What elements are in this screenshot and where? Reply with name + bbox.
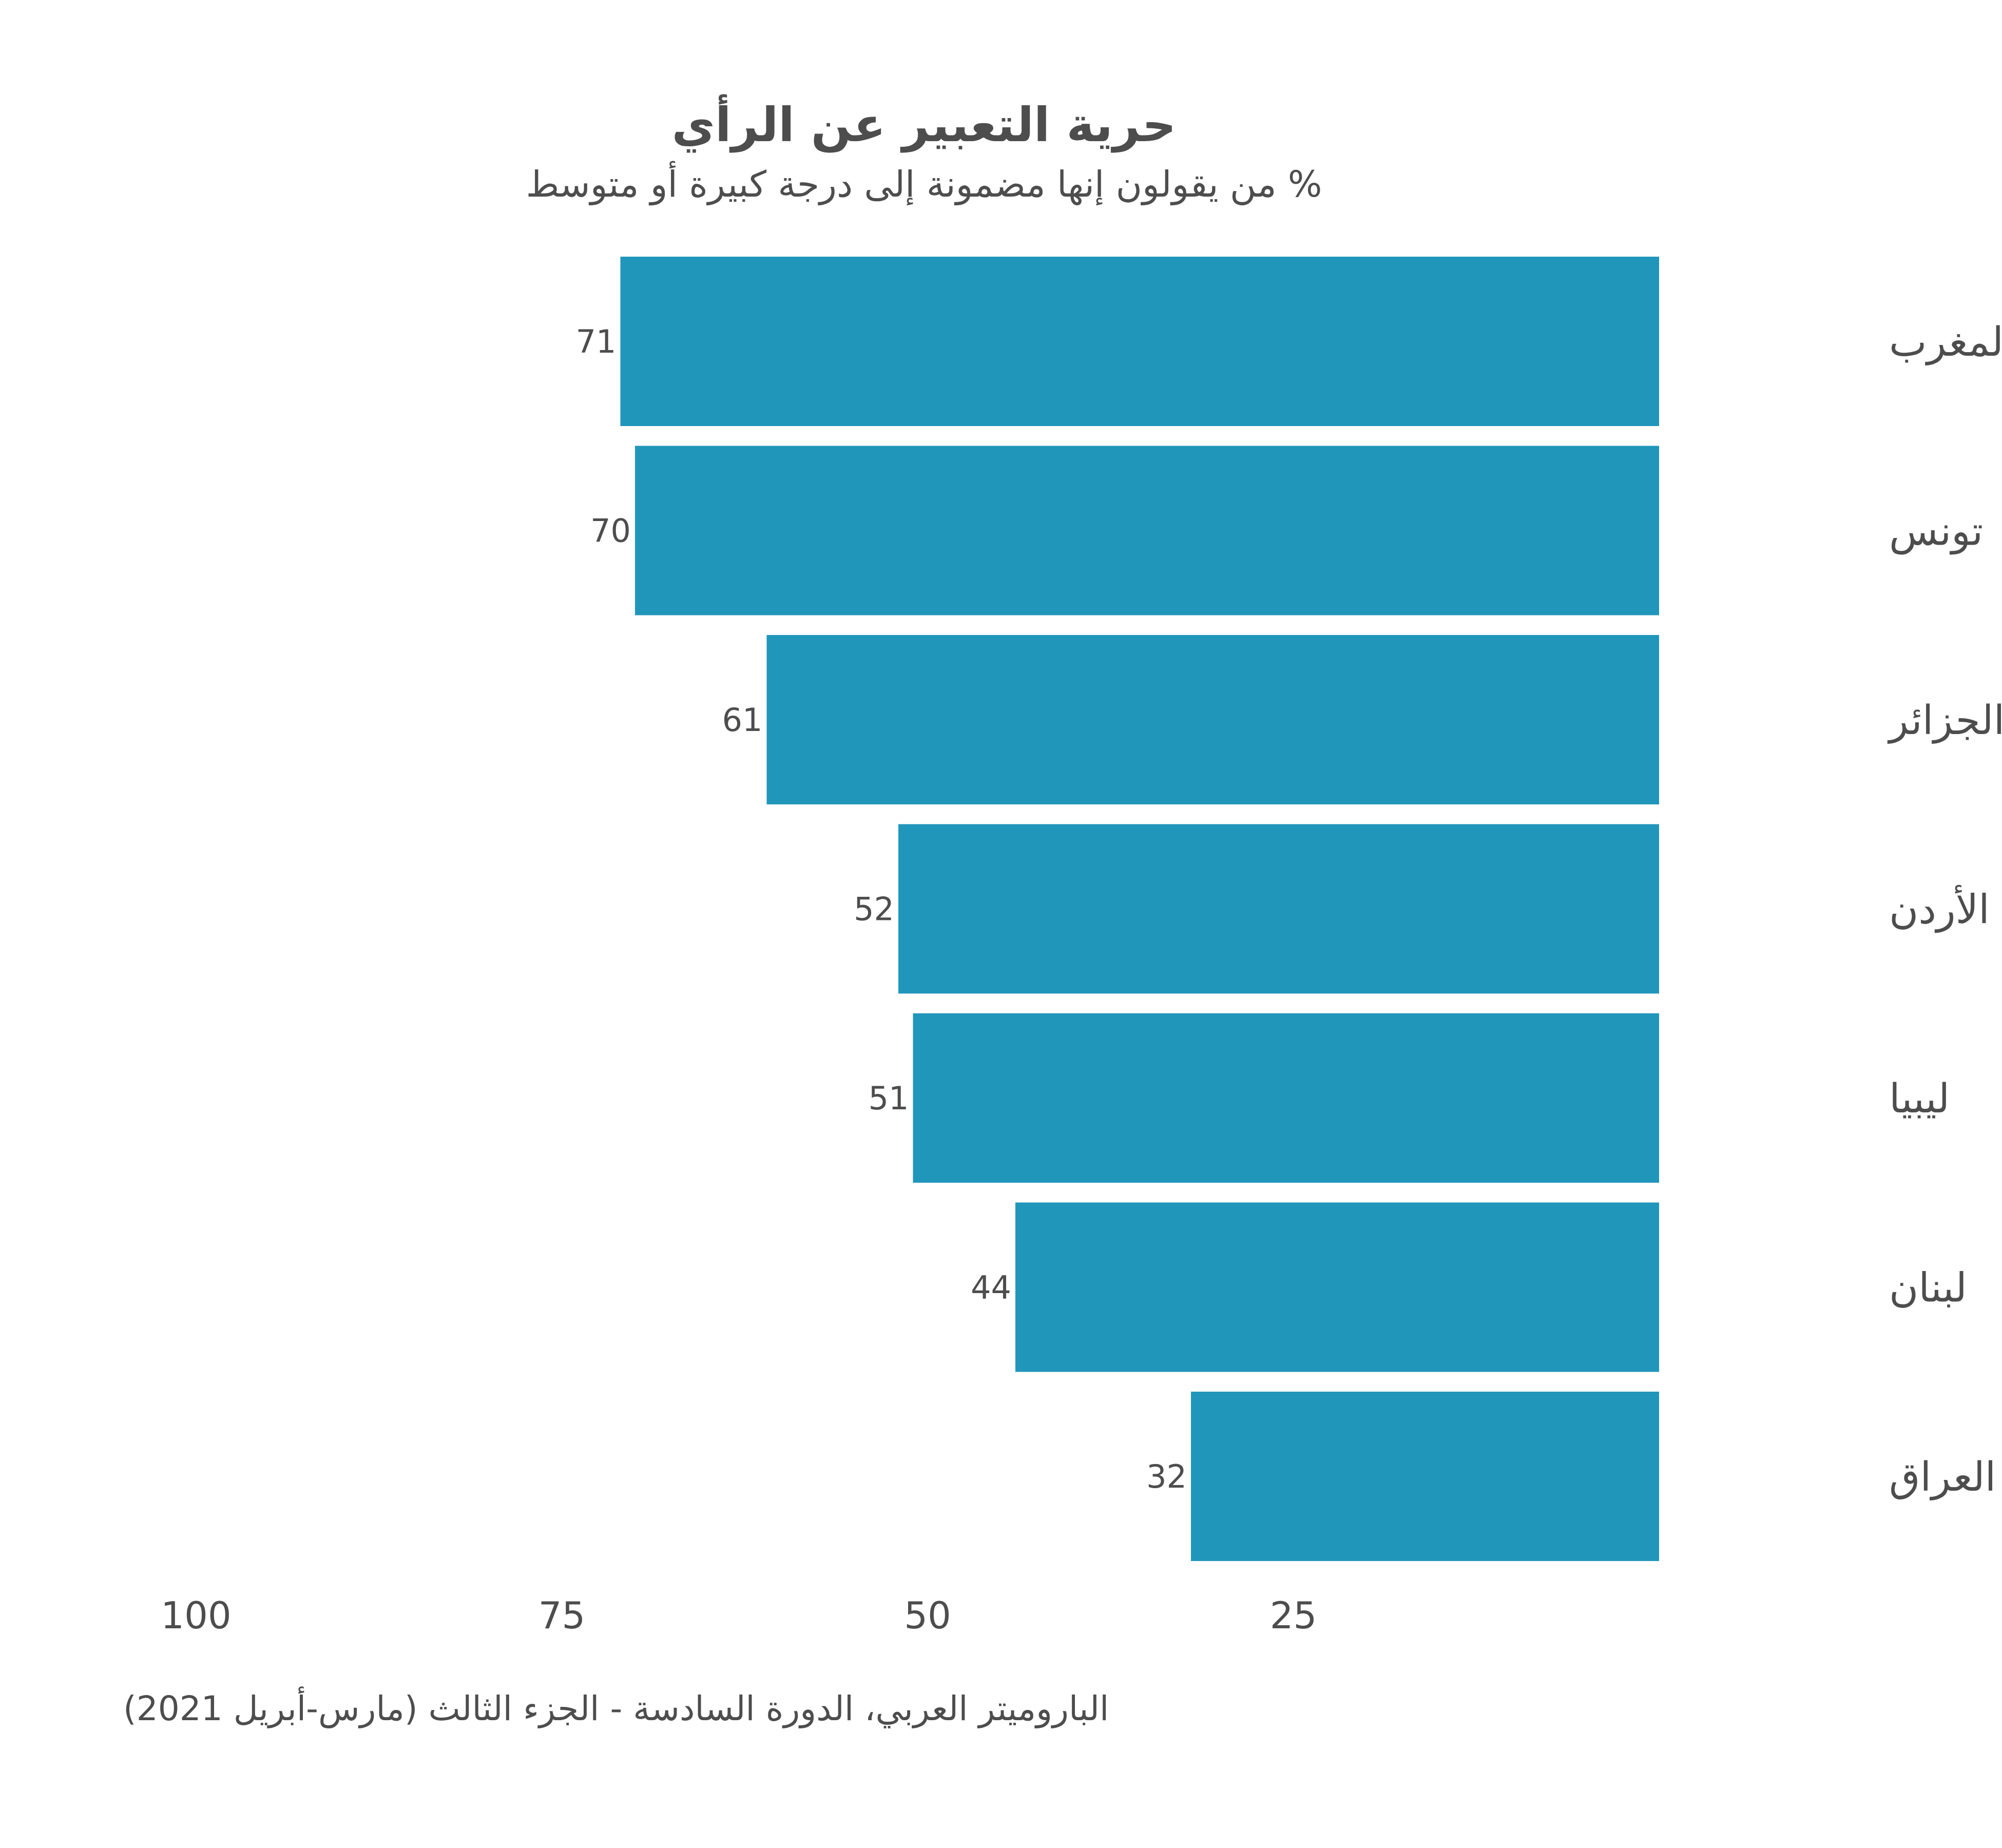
bar [635, 446, 1659, 615]
x-tick-label: 25 [1270, 1594, 1317, 1637]
data-label: 61 [722, 701, 763, 739]
bar [898, 824, 1659, 994]
x-tick-label: 100 [161, 1594, 231, 1637]
category-label: الجزائر [1887, 698, 2002, 744]
data-label: 44 [971, 1269, 1011, 1306]
data-label: 71 [576, 323, 617, 360]
bar [620, 257, 1659, 426]
data-label: 51 [869, 1080, 909, 1117]
data-label: 32 [1146, 1458, 1187, 1495]
category-label: ليبيا [1889, 1076, 1950, 1122]
chart-subtitle: % من يقولون إنها مضمونة إلى درجة كبيرة أ… [526, 163, 1322, 205]
category-label: العراق [1889, 1454, 1996, 1501]
category-label: المغرب [1889, 319, 2002, 366]
bar [766, 635, 1659, 804]
data-label: 52 [854, 891, 894, 928]
bar [913, 1013, 1659, 1183]
data-label: 70 [590, 512, 631, 550]
category-label: الأردن [1889, 886, 1990, 933]
category-label: لبنان [1889, 1265, 1967, 1312]
bar [1191, 1392, 1659, 1561]
x-tick-label: 50 [904, 1594, 951, 1637]
source-note: الباروميتر العربي، الدورة السادسة - الجز… [123, 1689, 1109, 1728]
bar [1015, 1202, 1659, 1372]
chart-title: حرية التعبير عن الرأي [671, 98, 1177, 152]
x-tick-label: 75 [538, 1594, 586, 1637]
category-label: تونس [1889, 509, 1983, 555]
